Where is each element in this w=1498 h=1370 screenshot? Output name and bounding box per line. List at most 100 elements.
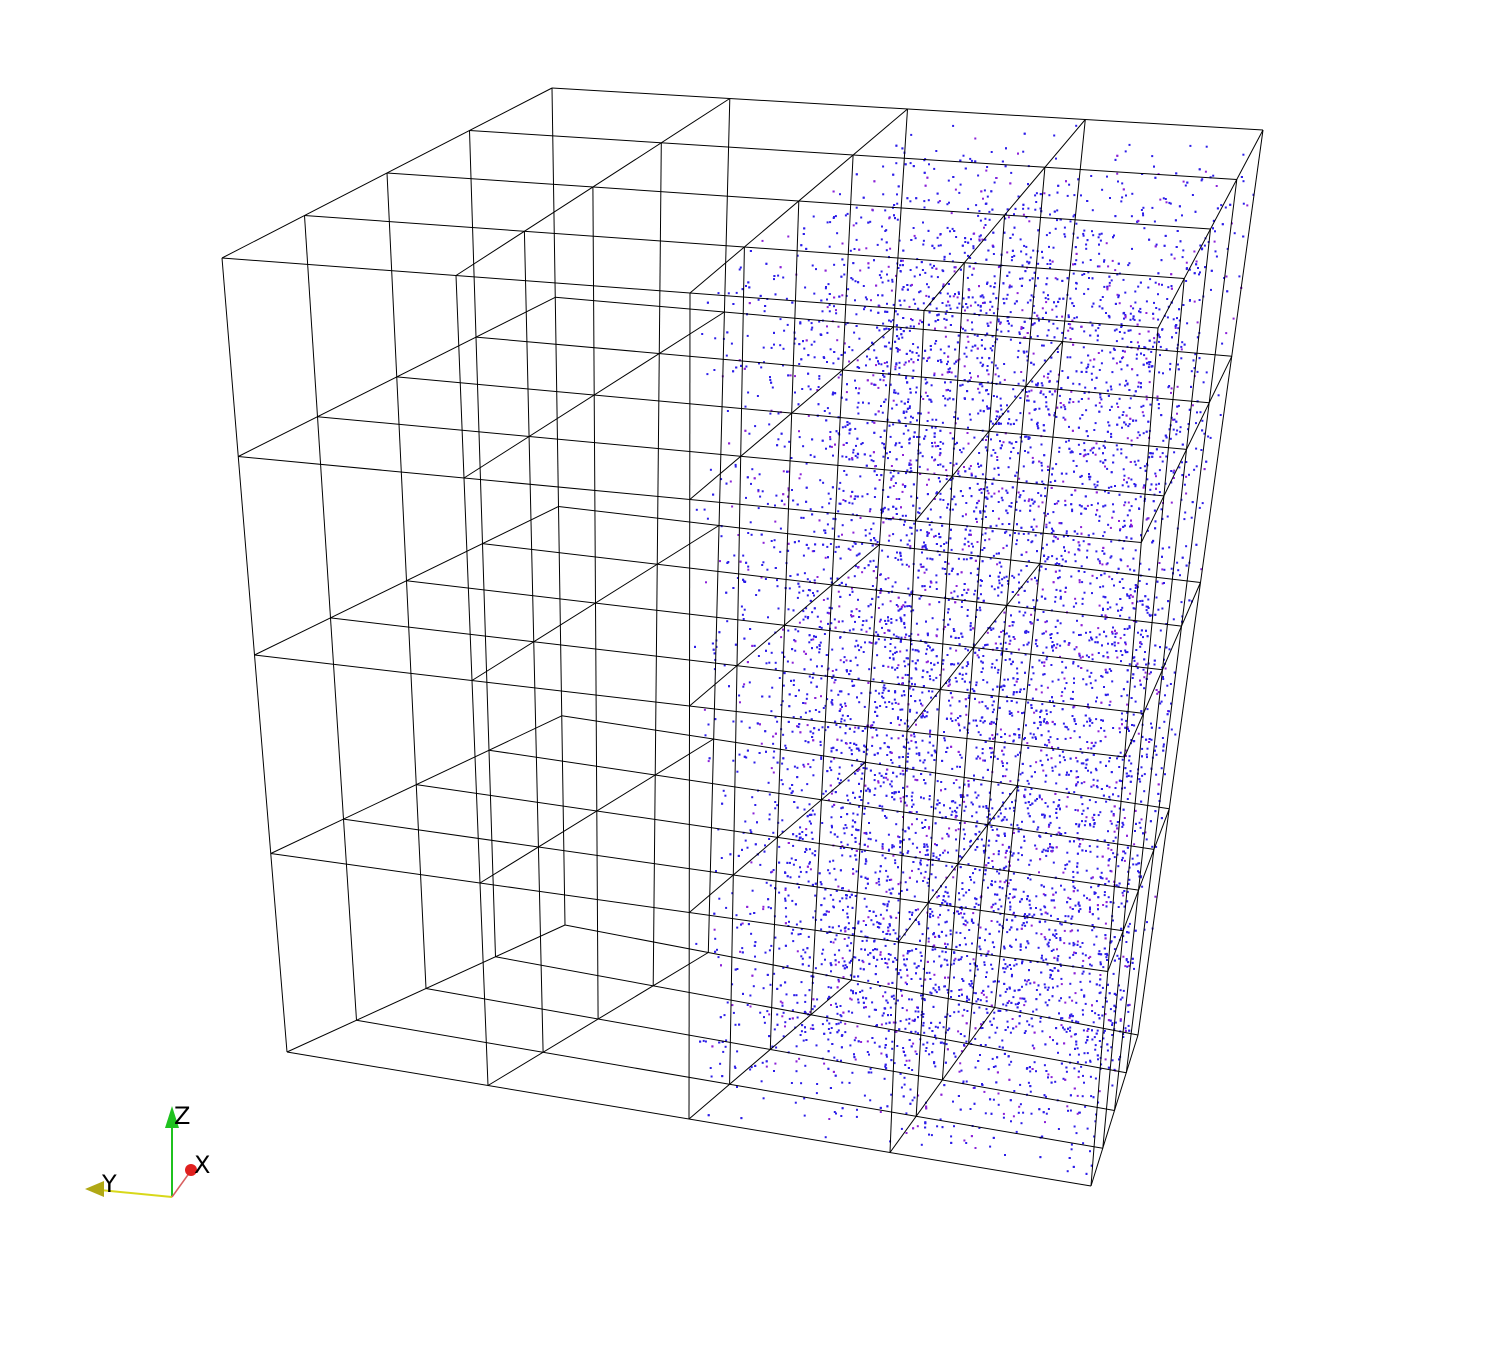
particle: [1054, 765, 1057, 768]
particle: [926, 845, 929, 848]
particle: [877, 781, 880, 784]
particle: [924, 435, 927, 438]
particle: [1149, 278, 1152, 281]
particle: [1046, 277, 1049, 280]
particle: [1178, 466, 1181, 469]
particle: [951, 260, 954, 263]
particle: [1146, 478, 1149, 481]
particle: [1134, 485, 1137, 488]
particle: [1092, 825, 1095, 828]
particle: [1089, 955, 1092, 958]
particle: [1127, 501, 1130, 504]
particle: [891, 280, 894, 283]
particle: [741, 947, 744, 950]
particle: [978, 649, 981, 652]
particle: [1065, 805, 1068, 808]
particle: [1029, 1070, 1032, 1073]
particle: [1068, 1016, 1071, 1019]
particle: [769, 983, 772, 986]
particle: [885, 909, 888, 912]
particle: [745, 496, 747, 499]
particle: [1112, 454, 1115, 457]
particle: [1060, 997, 1062, 1000]
particle: [1134, 587, 1137, 589]
particle: [794, 375, 796, 378]
particle: [998, 898, 1001, 901]
particle: [809, 861, 811, 864]
particle: [933, 441, 936, 444]
particle: [1124, 852, 1127, 855]
particle: [1013, 831, 1015, 834]
particle: [1161, 666, 1164, 669]
particle: [1008, 893, 1011, 895]
particle: [1123, 859, 1126, 862]
particle: [1148, 568, 1151, 571]
particle: [1067, 439, 1070, 442]
particle: [718, 897, 721, 900]
particle: [943, 731, 945, 733]
particle: [1095, 636, 1098, 639]
particle: [955, 815, 958, 817]
particle: [1082, 234, 1085, 237]
particle: [829, 438, 832, 441]
particle: [818, 375, 821, 378]
particle: [1017, 452, 1019, 455]
particle: [1015, 543, 1018, 546]
particle: [971, 688, 974, 691]
particle: [843, 832, 846, 835]
particle: [806, 617, 809, 620]
particle: [772, 756, 775, 759]
particle: [927, 286, 930, 289]
particle: [1146, 529, 1149, 532]
particle: [959, 753, 962, 756]
particle: [931, 690, 934, 693]
particle: [975, 204, 978, 207]
particle: [900, 800, 902, 803]
particle: [760, 366, 763, 369]
particle: [824, 556, 827, 559]
particle: [981, 1027, 984, 1029]
particle: [1172, 418, 1174, 421]
particle: [1019, 997, 1022, 1000]
particle: [956, 296, 959, 299]
particle: [884, 619, 887, 622]
particle: [965, 355, 968, 358]
particle: [881, 442, 884, 445]
particle: [926, 395, 929, 397]
particle: [919, 859, 922, 862]
particle: [944, 404, 947, 407]
particle: [1118, 807, 1121, 810]
particle: [975, 746, 978, 749]
particle: [803, 1114, 806, 1117]
particle: [826, 597, 829, 600]
particle: [928, 1053, 931, 1056]
particle: [931, 863, 934, 866]
particle: [855, 743, 858, 746]
particle: [905, 657, 908, 660]
particle: [884, 578, 887, 581]
particle: [827, 1028, 830, 1030]
particle: [1085, 460, 1088, 463]
particle: [973, 333, 976, 336]
particle: [832, 517, 835, 520]
particle: [1109, 1008, 1112, 1011]
particle: [833, 1111, 836, 1113]
particle: [1084, 1041, 1087, 1044]
particle: [893, 792, 896, 795]
particle: [1027, 942, 1030, 945]
particle: [962, 828, 965, 831]
particle: [784, 1021, 787, 1024]
particle: [990, 747, 993, 750]
particle: [1069, 1053, 1071, 1056]
particle: [1001, 651, 1004, 654]
particle: [1009, 311, 1012, 314]
particle: [778, 947, 781, 950]
particle: [997, 908, 1000, 911]
particle: [902, 410, 905, 413]
particle: [1058, 799, 1061, 801]
particle: [1164, 198, 1167, 200]
particle: [1013, 254, 1016, 257]
particle: [952, 962, 955, 965]
particle: [1044, 568, 1047, 571]
